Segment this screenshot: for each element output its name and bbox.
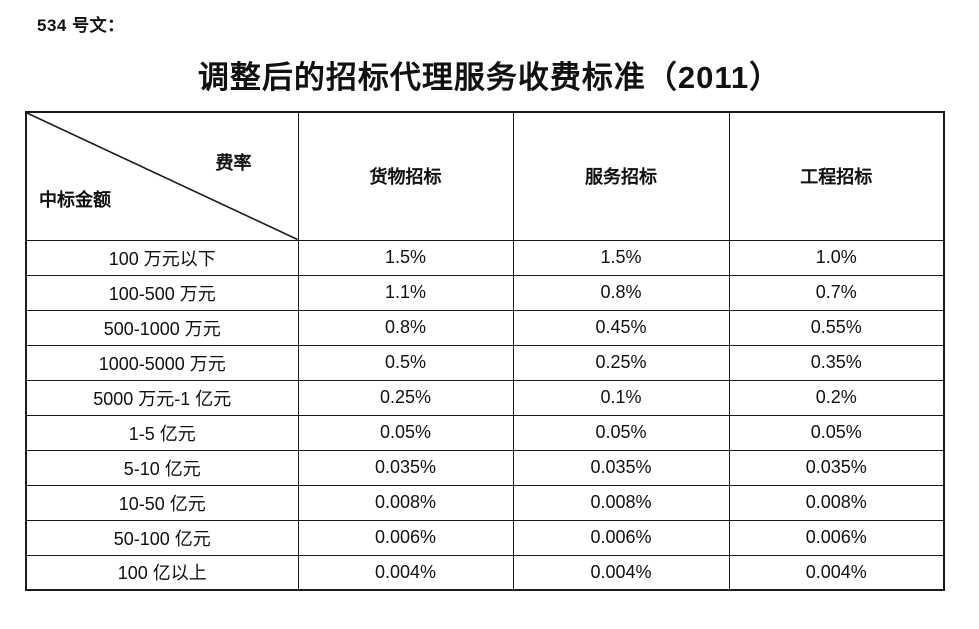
works-rate-cell: 0.55% bbox=[728, 309, 945, 346]
goods-rate-cell: 0.8% bbox=[297, 309, 514, 346]
column-header-goods-bidding: 货物招标 bbox=[297, 111, 514, 241]
page-title: 调整后的招标代理服务收费标准（2011） bbox=[197, 60, 782, 95]
table-row: 100 万元以下 1.5% 1.5% 1.0% bbox=[25, 239, 945, 276]
service-rate-cell: 1.5% bbox=[512, 239, 730, 276]
works-rate-cell: 0.35% bbox=[728, 344, 945, 381]
table-row: 10-50 亿元 0.008% 0.008% 0.008% bbox=[25, 484, 945, 521]
doc-number-label: 534 号文： bbox=[37, 16, 125, 35]
amount-range-cell: 10-50 亿元 bbox=[25, 484, 299, 521]
corner-label-amount: 中标金额 bbox=[39, 189, 111, 210]
table-row: 5-10 亿元 0.035% 0.035% 0.035% bbox=[25, 449, 945, 486]
service-rate-cell: 0.45% bbox=[512, 309, 730, 346]
table-row: 500-1000 万元 0.8% 0.45% 0.55% bbox=[25, 309, 945, 346]
service-rate-cell: 0.006% bbox=[512, 519, 730, 556]
amount-range-cell: 50-100 亿元 bbox=[25, 519, 299, 556]
table-row: 100-500 万元 1.1% 0.8% 0.7% bbox=[25, 274, 945, 311]
goods-rate-cell: 0.004% bbox=[297, 554, 514, 591]
service-rate-cell: 0.004% bbox=[512, 554, 730, 591]
amount-range-cell: 100 亿以上 bbox=[25, 554, 299, 591]
service-rate-cell: 0.035% bbox=[512, 449, 730, 486]
header-row: 费率 中标金额 货物招标 服务招标 工程招标 bbox=[25, 111, 945, 241]
goods-rate-cell: 0.05% bbox=[297, 414, 514, 451]
goods-rate-cell: 0.25% bbox=[297, 379, 514, 416]
works-rate-cell: 0.2% bbox=[728, 379, 945, 416]
goods-rate-cell: 0.008% bbox=[297, 484, 514, 521]
diagonal-divider-line bbox=[27, 113, 298, 240]
corner-label-rate: 费率 bbox=[215, 153, 252, 173]
service-rate-cell: 0.1% bbox=[512, 379, 730, 416]
amount-range-cell: 500-1000 万元 bbox=[25, 309, 299, 346]
amount-range-cell: 1-5 亿元 bbox=[25, 414, 299, 451]
amount-range-cell: 5000 万元-1 亿元 bbox=[25, 379, 299, 416]
goods-rate-cell: 0.006% bbox=[297, 519, 514, 556]
service-rate-cell: 0.25% bbox=[512, 344, 730, 381]
corner-header-cell: 费率 中标金额 bbox=[25, 111, 299, 241]
service-rate-cell: 0.05% bbox=[512, 414, 730, 451]
fee-rate-table: 费率 中标金额 货物招标 服务招标 工程招标 100 万元以下 1.5% 1.5… bbox=[25, 111, 945, 591]
table-row: 1-5 亿元 0.05% 0.05% 0.05% bbox=[25, 414, 945, 451]
goods-rate-cell: 1.5% bbox=[297, 239, 514, 276]
table-row: 1000-5000 万元 0.5% 0.25% 0.35% bbox=[25, 344, 945, 381]
amount-range-cell: 100-500 万元 bbox=[25, 274, 299, 311]
works-rate-cell: 0.004% bbox=[728, 554, 945, 591]
goods-rate-cell: 0.035% bbox=[297, 449, 514, 486]
goods-rate-cell: 0.5% bbox=[297, 344, 514, 381]
column-header-works-bidding: 工程招标 bbox=[728, 111, 945, 241]
works-rate-cell: 0.035% bbox=[728, 449, 945, 486]
works-rate-cell: 0.05% bbox=[728, 414, 945, 451]
amount-range-cell: 5-10 亿元 bbox=[25, 449, 299, 486]
column-header-service-bidding: 服务招标 bbox=[512, 111, 730, 241]
goods-rate-cell: 1.1% bbox=[297, 274, 514, 311]
works-rate-cell: 1.0% bbox=[728, 239, 945, 276]
works-rate-cell: 0.7% bbox=[728, 274, 945, 311]
table-row: 50-100 亿元 0.006% 0.006% 0.006% bbox=[25, 519, 945, 556]
amount-range-cell: 100 万元以下 bbox=[25, 239, 299, 276]
service-rate-cell: 0.008% bbox=[512, 484, 730, 521]
table-row: 5000 万元-1 亿元 0.25% 0.1% 0.2% bbox=[25, 379, 945, 416]
works-rate-cell: 0.006% bbox=[728, 519, 945, 556]
table-row: 100 亿以上 0.004% 0.004% 0.004% bbox=[25, 554, 945, 591]
works-rate-cell: 0.008% bbox=[728, 484, 945, 521]
service-rate-cell: 0.8% bbox=[512, 274, 730, 311]
amount-range-cell: 1000-5000 万元 bbox=[25, 344, 299, 381]
